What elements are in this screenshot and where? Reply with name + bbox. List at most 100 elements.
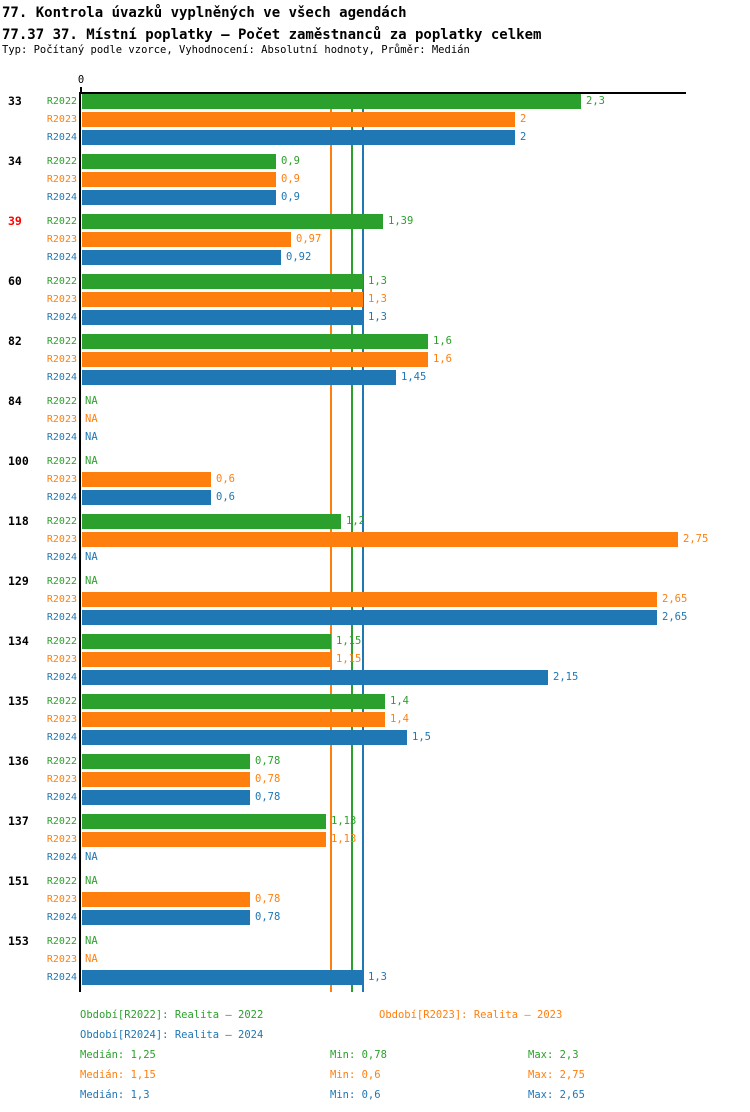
bar bbox=[82, 334, 428, 349]
series-year-label: R2023 bbox=[46, 174, 77, 185]
bar bbox=[82, 472, 211, 487]
bar-value-label: 1,13 bbox=[331, 833, 357, 845]
series-year-label: R2022 bbox=[46, 396, 77, 407]
stat-median-r2024: Medián: 1,3 bbox=[80, 1089, 150, 1101]
bar-row: R2024 1,3 bbox=[0, 970, 750, 985]
bar-row: R2023 0,97 bbox=[0, 232, 750, 247]
stat-max-r2024: Max: 2,65 bbox=[528, 1089, 585, 1101]
bar-row: R2024 0,92 bbox=[0, 250, 750, 265]
bar-value-label: 1,6 bbox=[433, 335, 452, 347]
bar-value-label: 0,9 bbox=[281, 155, 300, 167]
series-year-label: R2022 bbox=[46, 576, 77, 587]
bar-na-label: NA bbox=[85, 413, 98, 425]
legend-r2022: Období[R2022]: Realita – 2022 bbox=[80, 1009, 264, 1021]
bar bbox=[82, 214, 383, 229]
bar-group-rows: R2022 1,15 R2023 1,15 R2024 2,15 bbox=[0, 634, 750, 688]
bar-row: R2022 2,3 bbox=[0, 94, 750, 109]
bar-row: R2022 1,2 bbox=[0, 514, 750, 529]
series-year-label: R2024 bbox=[46, 612, 77, 623]
series-year-label: R2024 bbox=[46, 792, 77, 803]
series-year-label: R2022 bbox=[46, 876, 77, 887]
bar-row: R2023 1,4 bbox=[0, 712, 750, 727]
bar-row: R2024 0,6 bbox=[0, 490, 750, 505]
series-year-label: R2023 bbox=[46, 654, 77, 665]
bar bbox=[82, 190, 276, 205]
legend-r2023: Období[R2023]: Realita – 2023 bbox=[379, 1009, 563, 1021]
bar-value-label: 2,65 bbox=[662, 593, 688, 605]
series-year-label: R2023 bbox=[46, 354, 77, 365]
bar-group-rows: R2022 1,2 R2023 2,75 R2024 NA bbox=[0, 514, 750, 568]
bar-value-label: 2,75 bbox=[683, 533, 709, 545]
bar bbox=[82, 670, 548, 685]
bar bbox=[82, 172, 276, 187]
bar-value-label: 2 bbox=[520, 113, 527, 125]
bar-group-rows: R2022 1,6 R2023 1,6 R2024 1,45 bbox=[0, 334, 750, 388]
bar-value-label: 1,13 bbox=[331, 815, 357, 827]
bar bbox=[82, 514, 341, 529]
bar-value-label: 1,3 bbox=[368, 275, 387, 287]
group-label: 82 bbox=[8, 334, 22, 348]
bar-row: R2022 NA bbox=[0, 874, 750, 889]
bar-value-label: 2,65 bbox=[662, 611, 688, 623]
bar-group-rows: R2022 1,4 R2023 1,4 R2024 1,5 bbox=[0, 694, 750, 748]
series-year-label: R2024 bbox=[46, 132, 77, 143]
bar-na-label: NA bbox=[85, 875, 98, 887]
group-label: 33 bbox=[8, 94, 22, 108]
series-year-label: R2022 bbox=[46, 276, 77, 287]
bar-row: R2023 1,6 bbox=[0, 352, 750, 367]
bar-na-label: NA bbox=[85, 953, 98, 965]
bar bbox=[82, 712, 385, 727]
bar-value-label: 0,78 bbox=[255, 755, 281, 767]
bar-value-label: 1,3 bbox=[368, 971, 387, 983]
bar-row: R2023 2,65 bbox=[0, 592, 750, 607]
series-year-label: R2023 bbox=[46, 954, 77, 965]
bar-value-label: 1,39 bbox=[388, 215, 414, 227]
series-year-label: R2023 bbox=[46, 414, 77, 425]
series-year-label: R2022 bbox=[46, 696, 77, 707]
bar-value-label: 0,78 bbox=[255, 773, 281, 785]
bar-value-label: 1,2 bbox=[346, 515, 365, 527]
bar bbox=[82, 652, 331, 667]
group-label: 100 bbox=[8, 454, 29, 468]
series-year-label: R2023 bbox=[46, 474, 77, 485]
bar-na-label: NA bbox=[85, 575, 98, 587]
bar-value-label: 1,4 bbox=[390, 695, 409, 707]
bar-row: R2024 NA bbox=[0, 850, 750, 865]
series-year-label: R2023 bbox=[46, 834, 77, 845]
series-year-label: R2023 bbox=[46, 294, 77, 305]
bar-group-rows: R2022 0,9 R2023 0,9 R2024 0,9 bbox=[0, 154, 750, 208]
bar-value-label: 2 bbox=[520, 131, 527, 143]
series-year-label: R2022 bbox=[46, 636, 77, 647]
bar-value-label: 0,78 bbox=[255, 893, 281, 905]
bar-value-label: 2,15 bbox=[553, 671, 579, 683]
bar bbox=[82, 130, 515, 145]
bar-value-label: 0,9 bbox=[281, 191, 300, 203]
bar bbox=[82, 250, 281, 265]
bar-row: R2023 0,78 bbox=[0, 772, 750, 787]
bar bbox=[82, 490, 211, 505]
stat-median-r2023: Medián: 1,15 bbox=[80, 1069, 156, 1081]
group-label: 137 bbox=[8, 814, 29, 828]
bar bbox=[82, 370, 396, 385]
group-label: 39 bbox=[8, 214, 22, 228]
bar-row: R2023 2,75 bbox=[0, 532, 750, 547]
bar bbox=[82, 592, 657, 607]
bar-row: R2022 NA bbox=[0, 574, 750, 589]
bar-value-label: 1,15 bbox=[336, 635, 362, 647]
bar-na-label: NA bbox=[85, 551, 98, 563]
bar bbox=[82, 790, 250, 805]
bar-value-label: 1,6 bbox=[433, 353, 452, 365]
bar-value-label: 0,92 bbox=[286, 251, 312, 263]
bar-na-label: NA bbox=[85, 395, 98, 407]
group-label: 129 bbox=[8, 574, 29, 588]
bar-group-rows: R2022 1,3 R2023 1,3 R2024 1,3 bbox=[0, 274, 750, 328]
bar-group-rows: R2022 NA R2023 2,65 R2024 2,65 bbox=[0, 574, 750, 628]
bar bbox=[82, 634, 331, 649]
bar bbox=[82, 910, 250, 925]
series-year-label: R2024 bbox=[46, 672, 77, 683]
stat-median-r2022: Medián: 1,25 bbox=[80, 1049, 156, 1061]
bar bbox=[82, 352, 428, 367]
bar-row: R2023 0,9 bbox=[0, 172, 750, 187]
bar-group-rows: R2022 NA R2023 NA R2024 1,3 bbox=[0, 934, 750, 988]
